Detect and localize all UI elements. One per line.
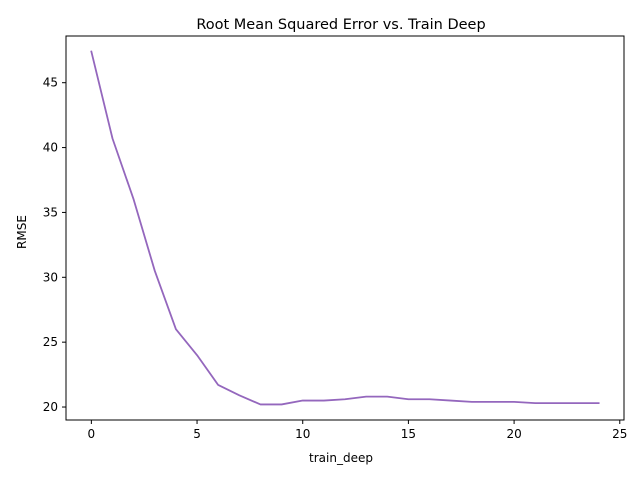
x-tick-label: 25 [612,427,627,441]
y-tick-label: 45 [43,76,58,90]
x-tick-label: 5 [193,427,201,441]
axes-frame [65,35,625,421]
x-tick-label: 20 [506,427,521,441]
plot-area [65,35,625,421]
y-tick-label: 20 [43,400,58,414]
y-axis-ticks: 20 25 30 35 40 45 [43,76,66,414]
x-tick-label: 0 [88,427,96,441]
chart-title: Root Mean Squared Error vs. Train Deep [196,17,485,33]
x-axis-label: train_deep [309,451,373,465]
x-tick-label: 15 [401,427,416,441]
y-tick-label: 25 [43,335,58,349]
x-tick-label: 10 [295,427,310,441]
y-tick-label: 30 [43,270,58,284]
y-tick-label: 35 [43,205,58,219]
y-axis-label: RMSE [15,215,29,249]
series-line-0 [90,50,600,406]
y-tick-label: 40 [43,141,58,155]
x-axis-ticks: 0 5 10 15 20 25 [88,420,627,441]
